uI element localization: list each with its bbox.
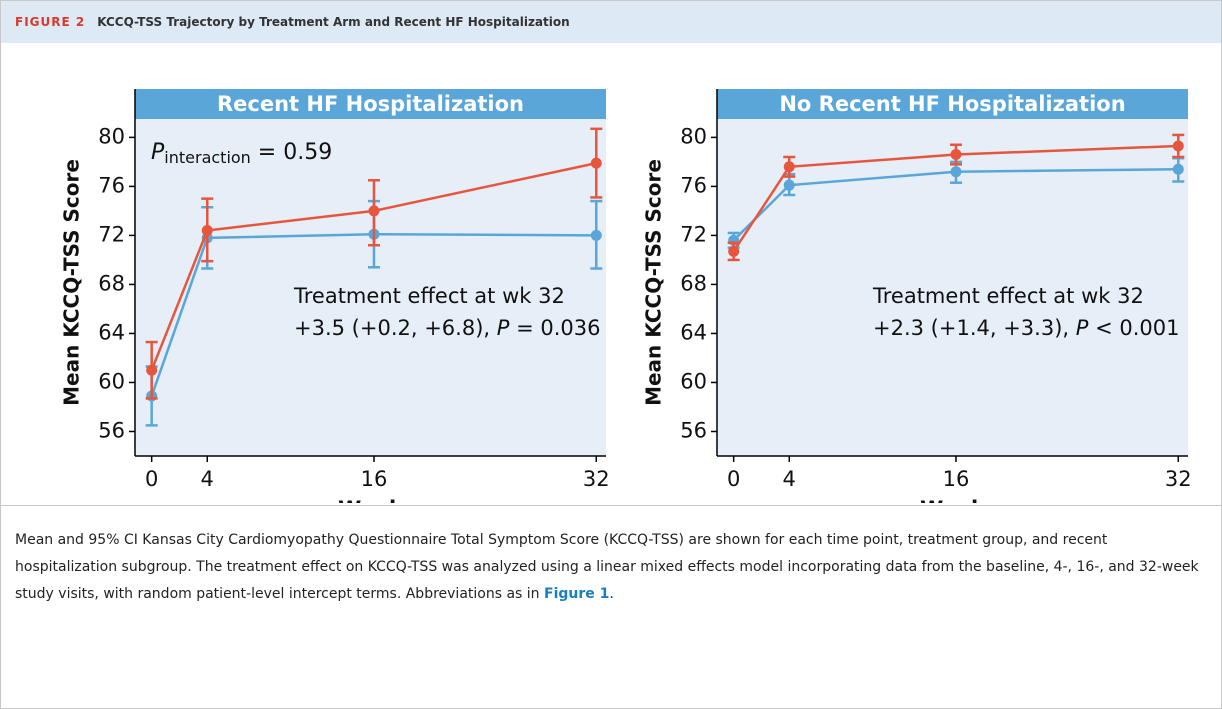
annotation-part: = 0.59 — [251, 140, 332, 165]
x-tick-label: 32 — [1165, 467, 1192, 491]
point — [783, 161, 795, 173]
point — [590, 157, 602, 169]
point — [146, 364, 158, 376]
y-tick-label: 80 — [98, 124, 125, 148]
point — [728, 245, 740, 257]
y-tick-label: 64 — [680, 320, 707, 344]
caption: Mean and 95% CI Kansas City Cardiomyopat… — [15, 527, 1205, 608]
y-tick-label: 60 — [98, 369, 125, 393]
point — [590, 229, 602, 241]
y-tick-label: 80 — [680, 124, 707, 148]
point — [950, 149, 962, 161]
point — [783, 179, 795, 191]
y-tick-label: 72 — [680, 222, 707, 246]
interaction-annotation: Pinteraction = 0.59 — [151, 140, 332, 167]
annotation-part: +2.3 (+1.4, +3.3), — [873, 316, 1076, 340]
y-tick-label: 76 — [98, 173, 125, 197]
point — [1172, 163, 1184, 175]
y-axis-title: Mean KCCQ-TSS Score — [60, 159, 84, 406]
x-axis-title: Week — [338, 497, 404, 503]
y-tick-label: 64 — [98, 320, 125, 344]
y-tick-label: 56 — [680, 418, 707, 442]
annotation-part: < 0.001 — [1088, 316, 1179, 340]
x-tick-label: 32 — [583, 467, 610, 491]
figure-label: FIGURE 2 — [15, 15, 86, 29]
y-tick-label: 68 — [98, 271, 125, 295]
series-line — [732, 167, 1179, 242]
plot-area — [135, 89, 606, 456]
panel-title-bar — [135, 89, 606, 119]
panel-title: No Recent HF Hospitalization — [779, 92, 1125, 116]
caption-text: Mean and 95% CI Kansas City Cardiomyopat… — [15, 532, 1199, 602]
annotation-part: +3.5 (+0.2, +6.8), — [294, 316, 497, 340]
annotation-part: = 0.036 — [509, 316, 600, 340]
point — [368, 205, 380, 217]
point — [201, 225, 213, 237]
series-line — [150, 161, 597, 371]
point — [950, 166, 962, 178]
x-tick-label: 0 — [145, 467, 158, 491]
annotation-part: P — [151, 140, 165, 165]
caption-text: . — [609, 586, 614, 602]
y-tick-label: 76 — [680, 173, 707, 197]
annotation-part: P — [1076, 316, 1089, 340]
effect-title: Treatment effect at wk 32 — [872, 284, 1144, 308]
x-tick-label: 4 — [201, 467, 214, 491]
effect-annotation: +2.3 (+1.4, +3.3), P < 0.001 — [873, 316, 1180, 340]
x-tick-label: 16 — [943, 467, 970, 491]
series-line — [732, 144, 1179, 253]
x-axis-title: Week — [920, 497, 986, 503]
figure-link[interactable]: Figure 1 — [544, 586, 610, 602]
x-tick-label: 4 — [783, 467, 796, 491]
panel-title: Recent HF Hospitalization — [217, 92, 524, 116]
y-axis-title: Mean KCCQ-TSS Score — [642, 159, 666, 406]
annotation-part: interaction — [164, 148, 251, 167]
effect-annotation: +3.5 (+0.2, +6.8), P = 0.036 — [294, 316, 601, 340]
x-tick-label: 0 — [727, 467, 740, 491]
x-tick-label: 16 — [361, 467, 388, 491]
figure-header: FIGURE 2 KCCQ-TSS Trajectory by Treatmen… — [1, 1, 1221, 43]
plot-area — [717, 89, 1188, 456]
annotation-part: P — [497, 316, 510, 340]
y-tick-label: 68 — [680, 271, 707, 295]
y-tick-label: 56 — [98, 418, 125, 442]
figure-title: KCCQ-TSS Trajectory by Treatment Arm and… — [97, 15, 570, 29]
point — [1172, 140, 1184, 152]
divider — [1, 505, 1221, 506]
series-line — [150, 232, 597, 397]
y-tick-label: 60 — [680, 369, 707, 393]
panel-title-bar — [717, 89, 1188, 119]
effect-title: Treatment effect at wk 32 — [293, 284, 565, 308]
y-tick-label: 72 — [98, 222, 125, 246]
charts: Recent HF Hospitalization 56 60 64 68 72 76 80 0… — [60, 89, 1192, 503]
